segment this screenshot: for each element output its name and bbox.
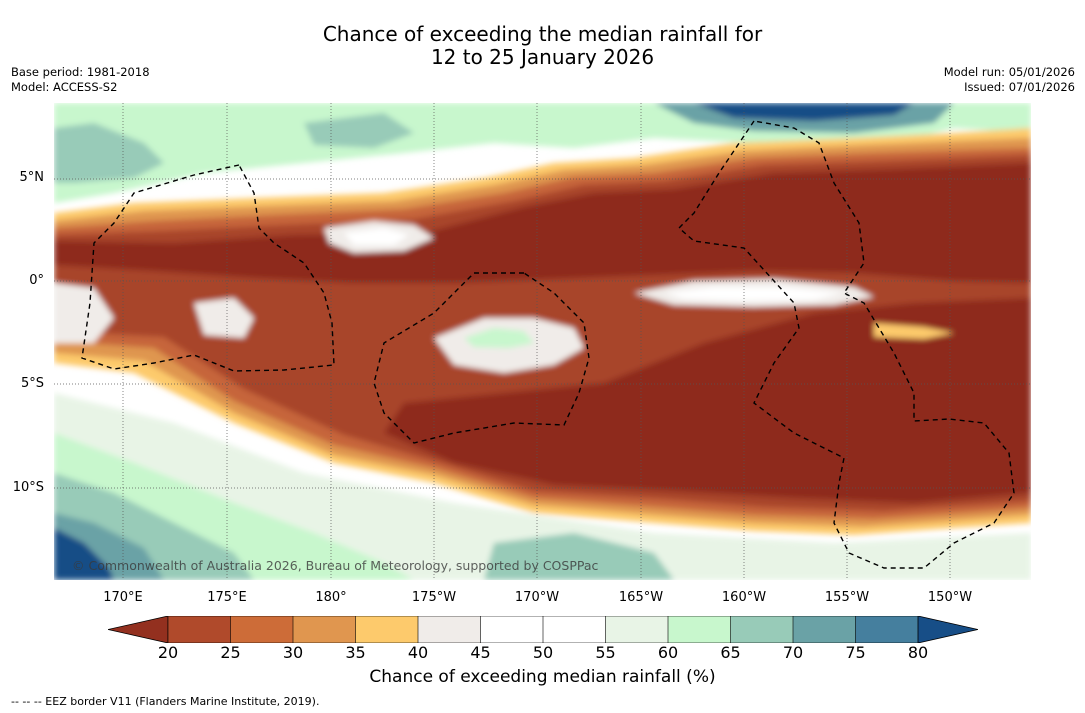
colorbar-cell bbox=[167, 616, 232, 643]
north-wet-core bbox=[694, 103, 914, 121]
south-wet-core bbox=[54, 528, 114, 580]
colorbar-tick: 60 bbox=[657, 643, 679, 662]
copyright-watermark: © Commonwealth of Australia 2026, Bureau… bbox=[72, 558, 599, 573]
north-wet-patch-mid bbox=[304, 113, 414, 148]
lat-label-10s: 10°S bbox=[12, 480, 44, 495]
colorbar-tick: 25 bbox=[220, 643, 241, 662]
island-southwest-2 bbox=[194, 298, 254, 338]
colorbar-tick: 20 bbox=[157, 643, 179, 662]
eez-border-kiribati-line bbox=[677, 120, 1015, 569]
lon-label-170e: 170°E bbox=[103, 590, 143, 605]
lon-label-175w: 175°W bbox=[411, 590, 457, 605]
colorbar-cell bbox=[230, 616, 294, 643]
lat-label-0: 0° bbox=[29, 273, 44, 288]
colorbar-label: Chance of exceeding median rainfall (%) bbox=[369, 667, 716, 687]
lon-label-170w: 170°W bbox=[514, 590, 560, 605]
island-central-inner bbox=[464, 328, 534, 348]
colorbar-tick: 45 bbox=[470, 643, 491, 662]
colorbar-cell bbox=[730, 616, 794, 643]
colorbar-cell bbox=[542, 616, 607, 643]
rainfall-map bbox=[54, 103, 1031, 580]
lon-label-180: 180° bbox=[315, 590, 347, 605]
eez-borders bbox=[81, 120, 1015, 569]
colorbar-cells bbox=[108, 616, 978, 643]
dry-core-south bbox=[384, 298, 1031, 503]
colorbar-cell bbox=[605, 616, 669, 643]
colorbar bbox=[108, 616, 978, 643]
graticule bbox=[54, 103, 1031, 580]
lon-label-165w: 165°W bbox=[618, 590, 664, 605]
colorbar-cell bbox=[480, 616, 544, 643]
lat-label-5s: 5°S bbox=[20, 376, 44, 391]
island-southwest bbox=[54, 283, 114, 343]
chart-title-line1: Chance of exceeding the median rainfall … bbox=[322, 22, 763, 46]
eez-legend-note: -- -- -- EEZ border V11 (Flanders Marine… bbox=[11, 695, 320, 708]
colorbar-tick: 55 bbox=[595, 643, 616, 662]
eez-border-kiribati-gilbert bbox=[81, 164, 335, 372]
island-equator-east-inner bbox=[664, 287, 844, 301]
base-period: Base period: 1981-2018 bbox=[11, 65, 150, 79]
colorbar-cell bbox=[667, 616, 732, 643]
dry-core-north bbox=[54, 163, 1031, 283]
colorbar-extend-high bbox=[917, 616, 978, 643]
north-wet-patch-west bbox=[54, 123, 164, 183]
colorbar-tick: 70 bbox=[782, 643, 804, 662]
colorbar-cell bbox=[792, 616, 857, 643]
colorbar-extend-low bbox=[108, 616, 169, 643]
colorbar-tick: 75 bbox=[845, 643, 866, 662]
chart-title-line2: 12 to 25 January 2026 bbox=[430, 45, 655, 69]
lat-label-5n: 5°N bbox=[19, 170, 45, 185]
eez-border-kiribati-phoenix bbox=[373, 272, 590, 444]
colorbar-cell bbox=[417, 616, 482, 643]
model-run: Model run: 05/01/2026 bbox=[943, 65, 1075, 79]
issued-date: Issued: 07/01/2026 bbox=[964, 80, 1075, 94]
colorbar-tick: 65 bbox=[720, 643, 741, 662]
meta-right: Model run: 05/01/2026 Issued: 07/01/2026 bbox=[944, 65, 1075, 95]
rainfall-contours bbox=[54, 103, 1031, 580]
south-wet-patch-central bbox=[484, 533, 674, 580]
colorbar-tick: 50 bbox=[532, 643, 554, 662]
rainfall-map-svg bbox=[54, 103, 1031, 580]
colorbar-cell bbox=[855, 616, 919, 643]
colorbar-cell bbox=[292, 616, 357, 643]
model-name: Model: ACCESS-S2 bbox=[11, 80, 118, 94]
colorbar-tick: 80 bbox=[907, 643, 929, 662]
colorbar-tick: 35 bbox=[345, 643, 366, 662]
lon-label-155w: 155°W bbox=[824, 590, 870, 605]
colorbar-tick: 30 bbox=[282, 643, 304, 662]
lon-label-150w: 150°W bbox=[927, 590, 973, 605]
colorbar-tick: 40 bbox=[407, 643, 429, 662]
lon-label-160w: 160°W bbox=[721, 590, 767, 605]
band-edge-east bbox=[874, 323, 954, 339]
lon-label-175e: 175°E bbox=[207, 590, 247, 605]
meta-left: Base period: 1981-2018 Model: ACCESS-S2 bbox=[11, 65, 150, 95]
island-west-inner bbox=[344, 228, 409, 245]
colorbar-cell bbox=[355, 616, 419, 643]
